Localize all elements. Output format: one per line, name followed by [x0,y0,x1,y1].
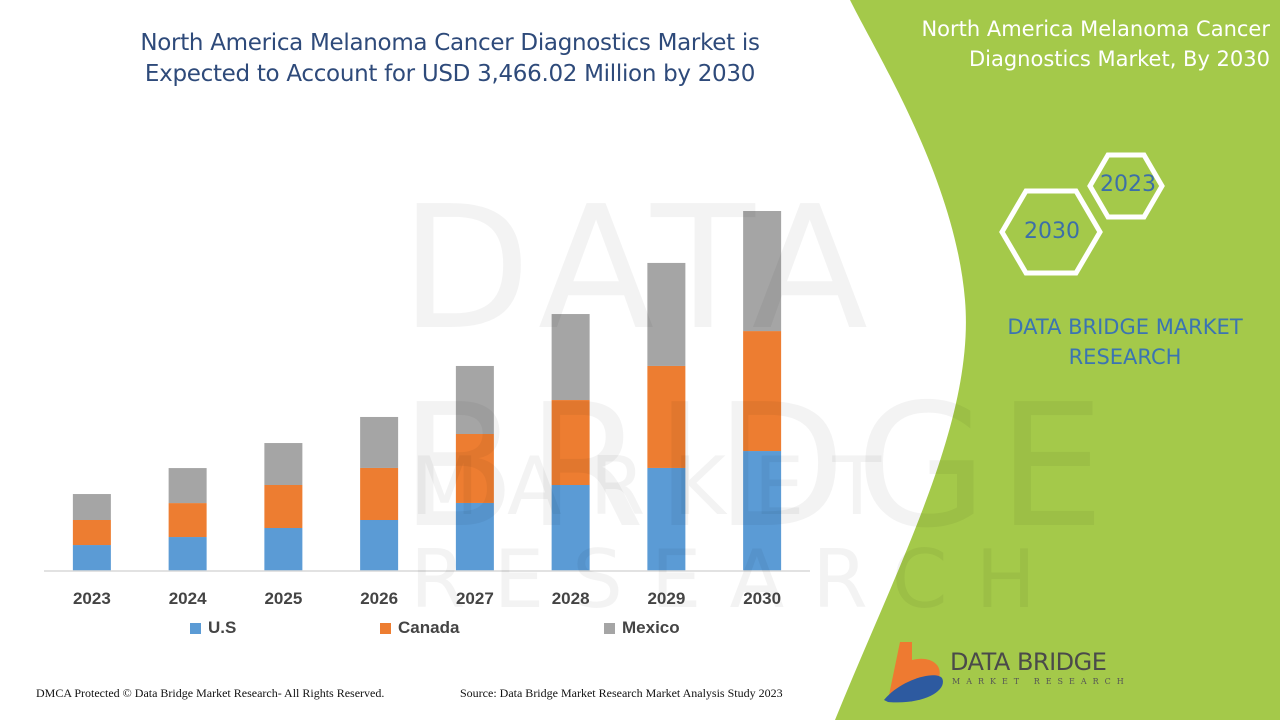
hex-label-2030: 2030 [1024,219,1080,244]
bar-mexico-2030 [743,211,782,332]
x-tick-label: 2029 [647,589,686,608]
bar-us-2029 [647,467,686,571]
chart-title: North America Melanoma Cancer Diagnostic… [140,30,760,87]
bar-mexico-2025 [264,443,303,485]
bar-canada-2029 [647,365,686,468]
bar-canada-2027 [455,434,494,503]
footer-copyright: DMCA Protected © Data Bridge Market Rese… [36,686,385,700]
bar-canada-2023 [72,520,111,546]
bar-canada-2028 [551,400,590,485]
bar-us-2030 [743,451,782,571]
legend-item-canada: Canada [380,618,459,638]
x-tick-label: 2027 [455,589,494,608]
bar-mexico-2027 [455,365,494,435]
bar-us-2027 [455,502,494,571]
legend-item-mexico: Mexico [604,618,680,638]
side-title: North America Melanoma Cancer Diagnostic… [921,17,1270,71]
x-tick-label: 2030 [743,589,782,608]
x-tick-label: 2023 [72,589,111,608]
x-tick-label: 2025 [264,589,303,608]
legend-swatch [604,622,615,634]
logo-mark [884,642,943,703]
legend-label: Mexico [622,618,680,637]
legend-item-us: U.S [190,618,236,638]
footer-source: Source: Data Bridge Market Research Mark… [460,686,783,700]
logo-name: DATA BRIDGE [950,648,1107,676]
bar-canada-2024 [168,503,207,538]
green-side-panel [835,0,1280,720]
brand-text: DATA BRIDGE MARKET RESEARCH [1007,315,1243,369]
legend-swatch [190,622,201,634]
bar-canada-2026 [360,467,399,521]
legend-label: U.S [208,618,237,637]
bar-us-2026 [360,520,399,571]
bar-mexico-2026 [360,416,399,468]
hexagon-2030 [999,188,1103,276]
x-tick-label: 2024 [168,589,207,608]
bar-mexico-2029 [647,262,686,366]
hexagon-2023 [1087,152,1165,220]
bar-us-2025 [264,527,303,571]
bar-us-2028 [551,484,590,571]
bar-canada-2030 [743,331,782,452]
bar-mexico-2028 [551,314,590,401]
legend-label: Canada [398,618,460,637]
bar-mexico-2023 [72,494,111,521]
x-tick-label: 2026 [360,589,399,608]
x-tick-label: 2028 [551,589,590,608]
hex-label-2023: 2023 [1100,172,1156,197]
bar-mexico-2024 [168,468,207,504]
stacked-bar-chart [72,211,782,571]
bar-us-2024 [168,537,207,571]
bar-us-2023 [72,545,111,571]
legend-swatch [380,622,391,634]
bar-canada-2025 [264,484,303,528]
logo-subtitle: MARKET RESEARCH [952,677,1130,686]
